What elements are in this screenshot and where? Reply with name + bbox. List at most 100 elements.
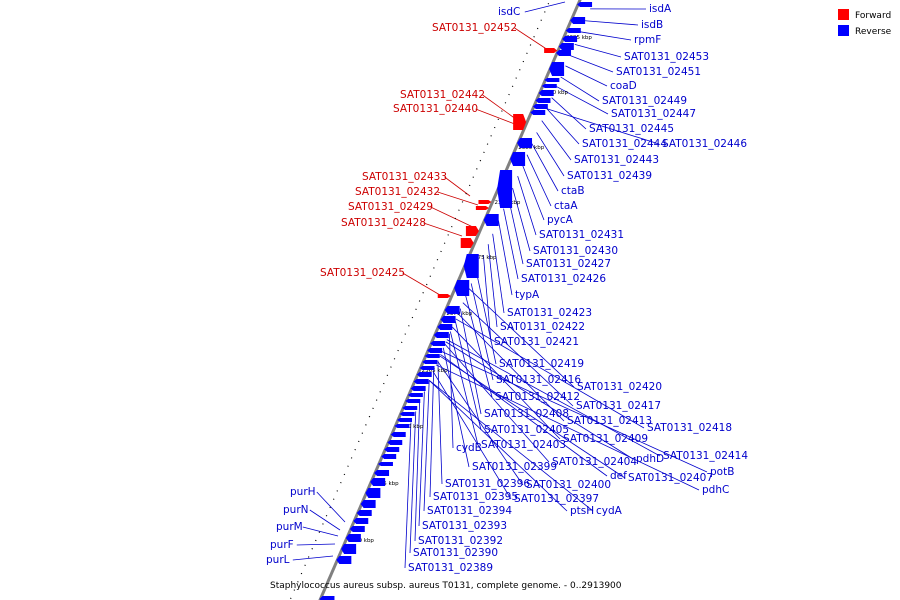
gene-label-reverse: SAT0131_02418 — [647, 422, 732, 434]
label-connector — [451, 326, 561, 440]
gene-label-reverse: SAT0131_02396 — [445, 478, 530, 490]
gene-label-reverse: SAT0131_02445 — [589, 123, 674, 135]
reverse-gene — [416, 372, 432, 377]
gene-label-reverse: cydB — [456, 442, 482, 454]
gene-label-reverse: potB — [710, 466, 734, 478]
gene-label-reverse: SAT0131_02390 — [413, 547, 498, 559]
forward-gene — [544, 48, 558, 53]
label-connector — [465, 295, 493, 398]
label-connector — [316, 491, 346, 523]
reverse-gene — [345, 534, 361, 542]
label-connector — [507, 197, 524, 265]
reverse-gene — [424, 354, 440, 358]
label-connector — [565, 65, 608, 87]
reverse-gene — [538, 90, 554, 96]
reverse-gene — [577, 2, 593, 7]
reverse-gene — [440, 316, 456, 323]
label-connector — [574, 44, 622, 58]
label-connector — [309, 509, 341, 531]
gene-label-reverse: SAT0131_02389 — [408, 562, 493, 574]
label-connector — [541, 120, 572, 161]
reverse-gene — [356, 510, 372, 516]
reverse-gene — [410, 386, 426, 391]
gene-label-reverse: SAT0131_02430 — [533, 245, 618, 257]
reverse-gene — [444, 306, 460, 314]
label-connector — [526, 154, 552, 207]
label-connector — [551, 97, 587, 130]
gene-label-forward: SAT0131_02425 — [320, 267, 405, 279]
reverse-gene — [483, 214, 499, 226]
gene-label-reverse: cydA — [596, 505, 623, 517]
gene-label-forward: SAT0131_02429 — [348, 201, 433, 213]
reverse-gene — [558, 43, 574, 50]
label-connector — [514, 27, 549, 51]
gene-label-reverse: SAT0131_02416 — [496, 374, 581, 386]
label-connector — [531, 143, 559, 192]
gene-label-reverse: SAT0131_02427 — [526, 258, 611, 270]
gene-label-reverse: SAT0131_02392 — [418, 535, 503, 547]
forward-gene — [465, 226, 479, 236]
gene-label-reverse: SAT0131_02421 — [494, 336, 579, 348]
reverse-gene — [387, 440, 403, 445]
gene-label-reverse: SAT0131_02449 — [602, 95, 687, 107]
reverse-gene — [370, 478, 386, 486]
gene-label-reverse: ctaB — [561, 185, 585, 197]
gene-label-reverse: SAT0131_02407 — [628, 472, 713, 484]
label-connector — [437, 191, 479, 206]
reverse-gene — [377, 462, 393, 466]
label-connector — [459, 308, 482, 415]
label-connector — [302, 526, 339, 537]
forward-gene — [478, 200, 492, 204]
label-connector — [517, 176, 537, 236]
label-connector — [546, 108, 660, 145]
label-connector — [442, 347, 470, 468]
reverse-gene — [517, 138, 533, 148]
label-connector — [428, 380, 568, 512]
reverse-gene — [319, 596, 335, 600]
label-connector — [536, 132, 565, 177]
gene-label-reverse: SAT0131_02417 — [576, 400, 661, 412]
gene-label-reverse: pdhD — [636, 453, 664, 465]
gene-label-forward: SAT0131_02442 — [400, 89, 485, 101]
gene-label-reverse: pdhC — [702, 484, 729, 496]
label-connector — [409, 411, 417, 554]
gene-label-reverse: SAT0131_02408 — [484, 408, 569, 420]
gene-label-reverse: SAT0131_02439 — [567, 170, 652, 182]
label-connector — [423, 222, 463, 237]
reverse-gene — [422, 360, 438, 364]
legend-forward-swatch — [838, 9, 849, 20]
label-connector — [439, 355, 626, 479]
label-connector — [296, 543, 336, 546]
gene-label-forward: SAT0131_02428 — [341, 217, 426, 229]
gene-label-forward: SAT0131_02433 — [362, 171, 447, 183]
label-connectors — [292, 1, 708, 569]
reverse-gene — [510, 152, 526, 166]
label-connector — [429, 369, 435, 498]
label-connector — [524, 1, 566, 13]
gene-label-reverse: SAT0131_02399 — [472, 461, 557, 473]
label-connector — [414, 402, 420, 542]
label-connector — [404, 422, 412, 569]
legend-forward-label: Forward — [855, 11, 891, 21]
reverse-gene — [437, 324, 453, 330]
gene-label-reverse: def — [610, 470, 627, 482]
reverse-gene — [336, 556, 352, 564]
gene-label-reverse: pycA — [547, 214, 574, 226]
reverse-gene — [562, 36, 578, 42]
reverse-gene — [454, 280, 470, 296]
forward-gene — [475, 206, 489, 210]
label-connector — [498, 220, 513, 296]
label-connector — [444, 176, 471, 197]
reverse-gene — [390, 432, 406, 437]
scale-label: 2360 kbp — [397, 424, 423, 430]
reverse-gene — [570, 17, 586, 24]
legend-reverse-label: Reverse — [855, 27, 892, 37]
reverse-gene — [374, 470, 390, 476]
gene-label-reverse: SAT0131_02414 — [663, 450, 748, 462]
label-connector — [445, 341, 634, 460]
label-connector — [584, 20, 639, 26]
gene-label-reverse: SAT0131_02444 — [582, 138, 667, 150]
label-connector — [560, 76, 600, 102]
reverse-gene — [407, 393, 423, 397]
